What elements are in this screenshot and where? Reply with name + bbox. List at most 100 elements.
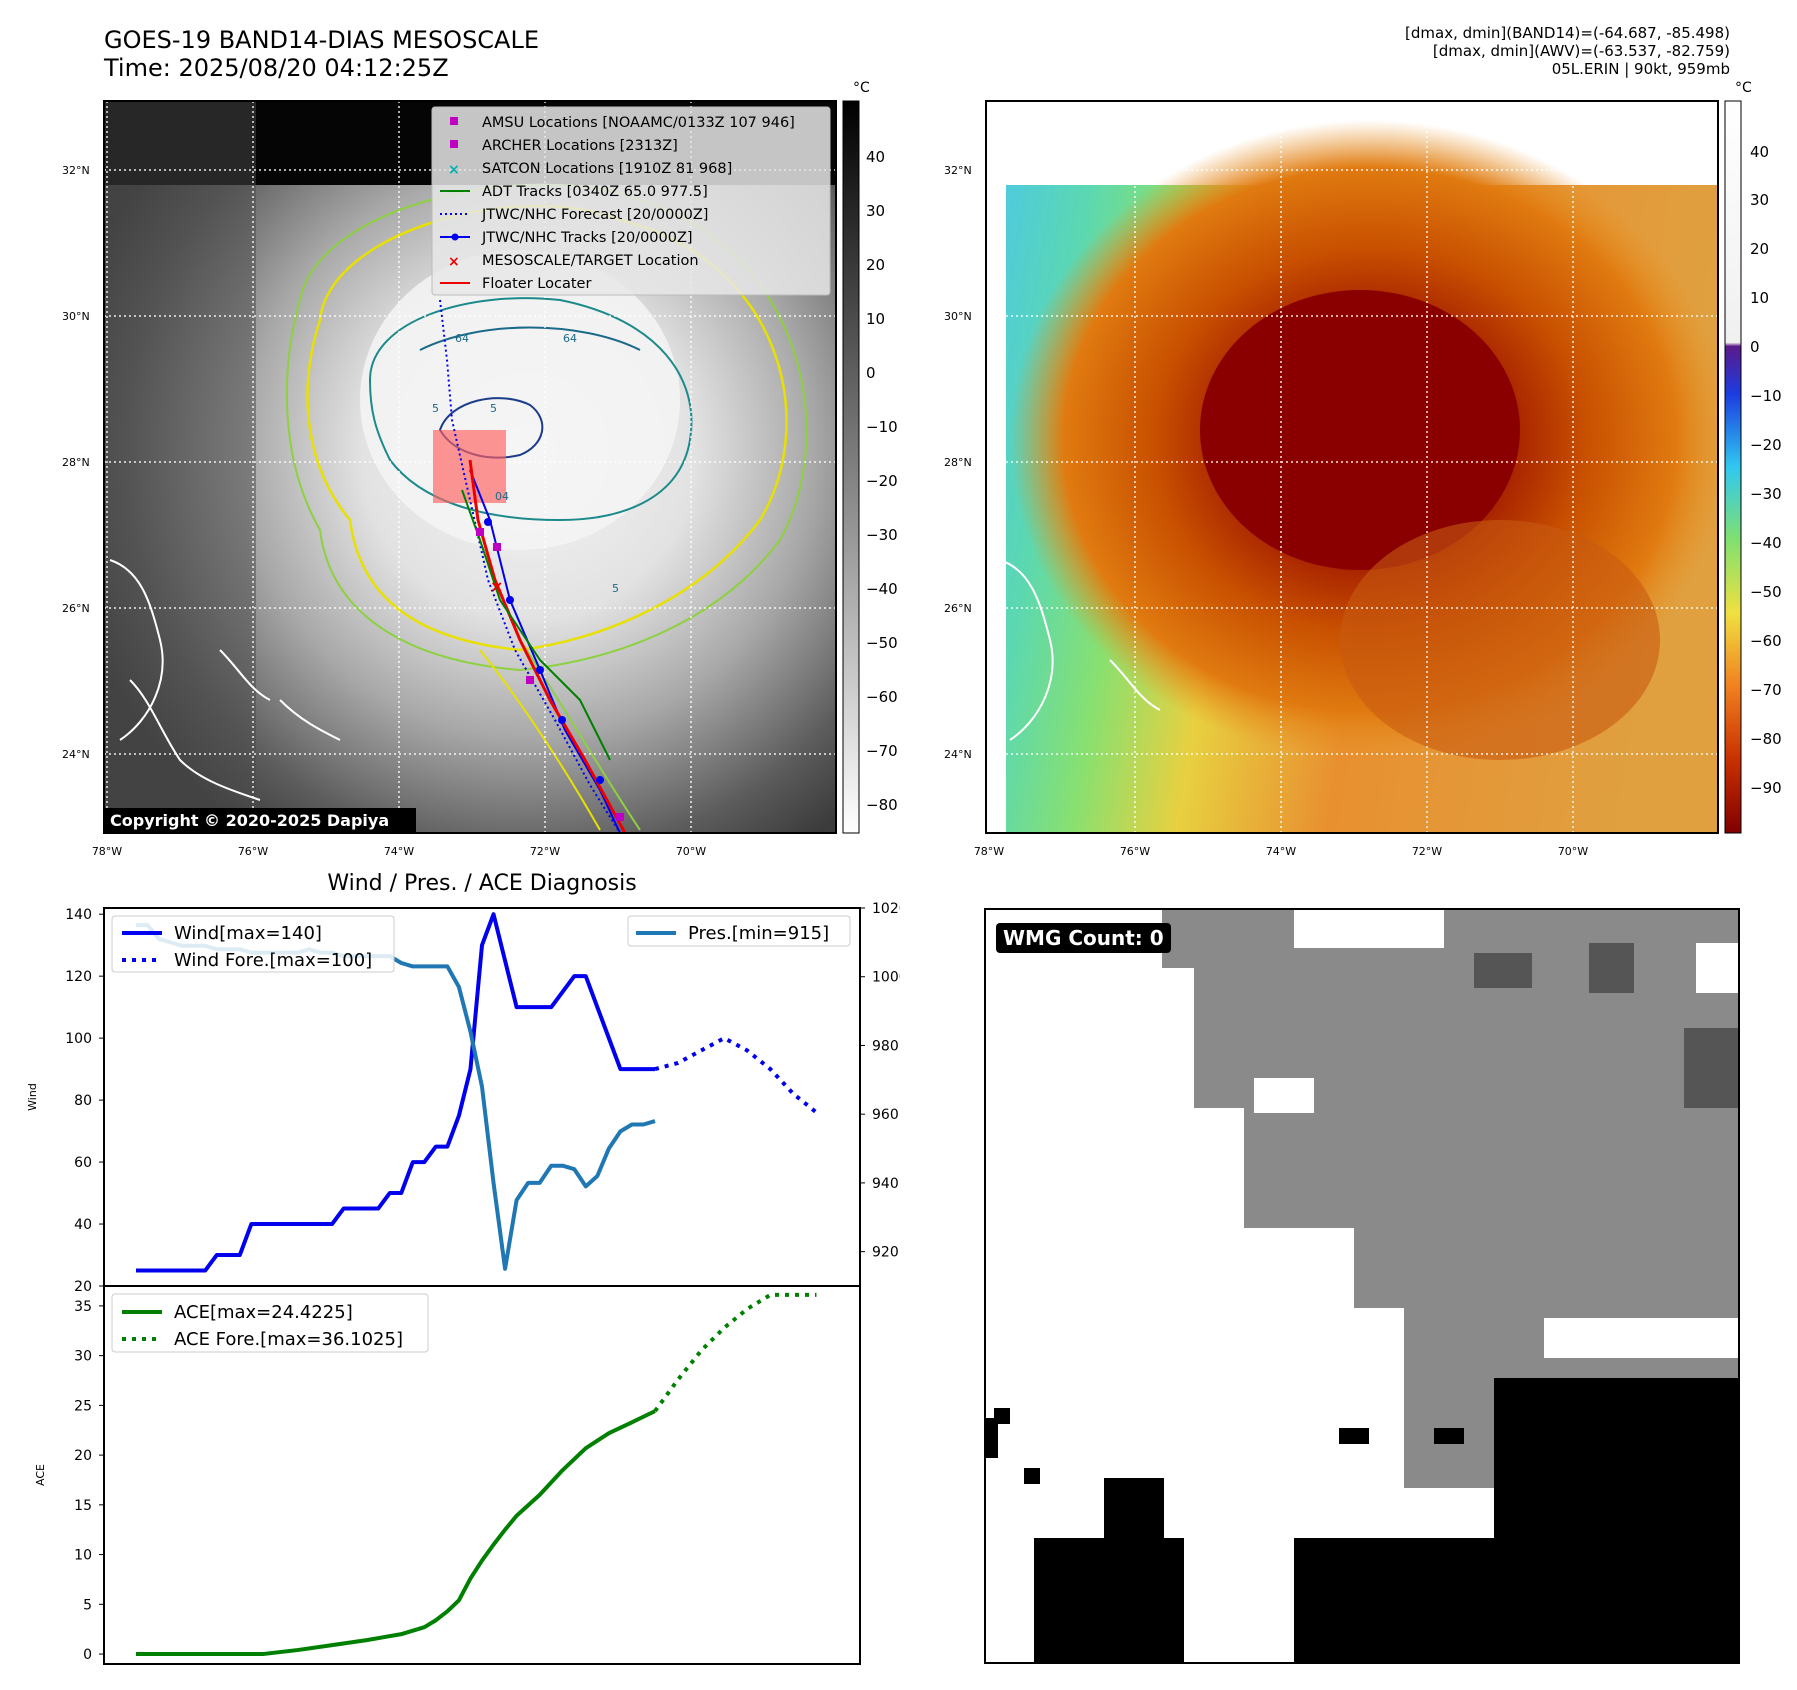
ir-lat-32: 32°N: [62, 164, 90, 177]
wind-tick-label: 40: [74, 1217, 92, 1233]
wmg-dark-region: [1474, 953, 1532, 988]
wind-tick-label: 100: [65, 1031, 92, 1047]
wmg-black-cell: [1024, 1468, 1040, 1484]
cbar-tick: −20: [1750, 436, 1782, 454]
band14-range: [dmax, dmin](BAND14)=(-64.687, -85.498): [1405, 24, 1730, 42]
cbar-tick: −20: [866, 472, 898, 490]
legend-forecast: JTWC/NHC Forecast [20/0000Z]: [481, 207, 708, 223]
cbar-tick: −30: [866, 526, 898, 544]
awv-lat-24: 24°N: [944, 748, 972, 761]
wmg-black-region: [1494, 1378, 1740, 1664]
cbar-tick: 10: [1750, 289, 1769, 307]
awv-lat-30: 30°N: [944, 310, 972, 323]
ace-legend-box: [111, 1293, 429, 1353]
wmg-black-cell: [994, 1408, 1010, 1424]
awv-lat-labels: 32°N 30°N 28°N 26°N 24°N: [944, 164, 972, 761]
legend-archer: ARCHER Locations [2313Z]: [482, 138, 678, 154]
pressure-tick-label: 960: [872, 1107, 899, 1123]
wind-line: [136, 912, 655, 1273]
ir-lon-72: 72°W: [530, 845, 560, 858]
wmg-black-region: [1294, 1538, 1494, 1664]
title-product: GOES-19 BAND14-DIAS MESOSCALE: [104, 26, 540, 54]
ir-lon-labels: 78°W 76°W 74°W 72°W 70°W: [92, 845, 706, 858]
pressure-legend-label: Pres.[min=915]: [688, 923, 829, 944]
ir-colorbar-ticks: 40 30 20 10 0 −10 −20 −30 −40 −50 −60 −7…: [866, 148, 898, 814]
wmg-white-hole: [1254, 1078, 1314, 1113]
cbar-tick: −70: [1750, 681, 1782, 699]
awv-lon-72: 72°W: [1412, 845, 1442, 858]
storm-summary: 05L.ERIN | 90kt, 959mb: [1551, 60, 1730, 78]
cbar-tick: −90: [1750, 779, 1782, 797]
awv-lat-26: 26°N: [944, 602, 972, 615]
figure-title: GOES-19 BAND14-DIAS MESOSCALE Time: 2025…: [104, 26, 539, 82]
ir-lon-78: 78°W: [92, 845, 122, 858]
wind-forecast-line: [654, 1036, 818, 1115]
legend-marker-target: ×: [448, 254, 460, 270]
ir-lat-30: 30°N: [62, 310, 90, 323]
legend-tracks: JTWC/NHC Tracks [20/0000Z]: [481, 230, 693, 246]
ace-tick-label: 0: [83, 1647, 92, 1663]
pressure-tick-label: 980: [872, 1038, 899, 1054]
legend-adt: ADT Tracks [0340Z 65.0 977.5]: [482, 184, 708, 200]
cbar-tick: 40: [866, 148, 885, 166]
wmg-black-cell: [1434, 1428, 1464, 1444]
ir-colorbar-unit: °C: [853, 80, 870, 96]
wmg-black-region: [1104, 1478, 1164, 1538]
awv-lon-labels: 78°W 76°W 74°W 72°W 70°W: [974, 845, 1588, 858]
cbar-tick: −10: [1750, 387, 1782, 405]
ace-tick-label: 5: [83, 1597, 92, 1613]
cbar-tick: 0: [1750, 338, 1760, 356]
awv-colorbar: [1724, 100, 1742, 834]
ir-lat-labels: 32°N 30°N 28°N 26°N 24°N: [62, 164, 90, 761]
legend-marker-amsu: [450, 117, 458, 125]
awv-lon-70: 70°W: [1558, 845, 1588, 858]
cbar-tick: −40: [1750, 534, 1782, 552]
storm-info: [dmax, dmin](BAND14)=(-64.687, -85.498) …: [1405, 24, 1730, 78]
awv-colorbar-ticks: 40 30 20 10 0 −10 −20 −30 −40 −50 −60 −7…: [1750, 143, 1782, 797]
ace-legend-label: ACE[max=24.4225]: [174, 1302, 353, 1323]
chart-title: Wind / Pres. / ACE Diagnosis: [327, 871, 636, 896]
awv-lon-76: 76°W: [1120, 845, 1150, 858]
wmg-white-hole: [1696, 943, 1740, 993]
ir-lat-24: 24°N: [62, 748, 90, 761]
contour-label: 64: [563, 332, 577, 345]
wmg-frame: [984, 908, 1740, 1664]
cbar-tick: 30: [1750, 191, 1769, 209]
wmg-black-region: [1034, 1538, 1184, 1664]
ir-lon-70: 70°W: [676, 845, 706, 858]
awv-lon-78: 78°W: [974, 845, 1004, 858]
cbar-tick: −60: [866, 688, 898, 706]
cbar-tick: −80: [1750, 730, 1782, 748]
cbar-tick: 20: [1750, 240, 1769, 258]
contour-label: 5: [490, 402, 497, 415]
ace-axis-label: ACE: [34, 1464, 47, 1486]
wind-legend-box: [111, 915, 395, 973]
wind-tick-label: 60: [74, 1155, 92, 1171]
ir-lat-26: 26°N: [62, 602, 90, 615]
svg-text:×: ×: [490, 577, 503, 596]
wmg-black-cell: [1339, 1428, 1369, 1444]
ace-line: [136, 1409, 656, 1657]
contour-label: 04: [495, 490, 509, 503]
ir-legend: AMSU Locations [NOAAMC/0133Z 107 946] AR…: [431, 106, 831, 296]
cbar-tick: 40: [1750, 143, 1769, 161]
wmg-white-gap: [1544, 1318, 1740, 1358]
wind-tick-label: 120: [65, 969, 92, 985]
awv-range: [dmax, dmin](AWV)=(-63.537, -82.759): [1432, 42, 1730, 60]
pressure-tick-label: 940: [872, 1176, 899, 1192]
wmg-dark-region: [1589, 943, 1634, 993]
wmg-gray-region: [1354, 1228, 1740, 1308]
wmg-white-hole: [1294, 908, 1444, 948]
wmg-gray-region: [1244, 1108, 1740, 1228]
legend-floater: Floater Locater: [482, 276, 591, 292]
wmg-gray-region: [1162, 908, 1740, 968]
wmg-count-label: WMG Count: 0: [1003, 926, 1164, 950]
ir-lon-76: 76°W: [238, 845, 268, 858]
cbar-tick: 20: [866, 256, 885, 274]
wind-legend-label: Wind[max=140]: [174, 923, 322, 944]
ace-tick-label: 30: [74, 1349, 92, 1365]
diagnosis-chart: Wind / Pres. / ACE Diagnosis204060801001…: [26, 871, 900, 1665]
pressure-legend-box: [627, 915, 851, 947]
ace-tick-label: 15: [74, 1498, 92, 1514]
ace-tick-label: 10: [74, 1548, 92, 1564]
